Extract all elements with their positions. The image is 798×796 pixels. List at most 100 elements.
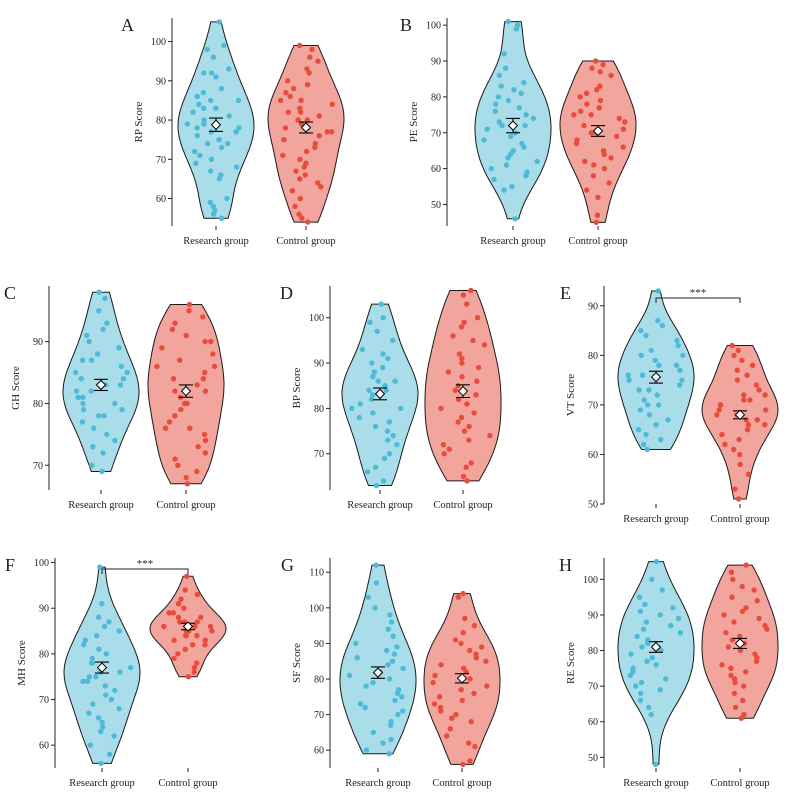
data-point bbox=[233, 164, 240, 170]
data-point bbox=[235, 97, 242, 104]
data-point bbox=[207, 199, 213, 206]
data-point bbox=[739, 583, 745, 590]
violin-control bbox=[701, 345, 779, 500]
data-point bbox=[296, 211, 302, 217]
data-point bbox=[753, 658, 760, 664]
y-tick-label: 70 bbox=[588, 400, 598, 411]
data-point bbox=[194, 632, 200, 639]
data-point bbox=[87, 742, 94, 748]
data-point bbox=[596, 105, 602, 111]
data-point bbox=[94, 632, 100, 639]
data-point bbox=[655, 318, 661, 324]
data-point bbox=[493, 101, 499, 107]
data-point bbox=[385, 437, 391, 443]
data-point bbox=[762, 422, 768, 428]
data-point bbox=[588, 112, 594, 118]
data-point bbox=[210, 351, 216, 357]
significance-bracket bbox=[655, 297, 741, 303]
data-point bbox=[226, 113, 232, 119]
data-point bbox=[204, 46, 210, 53]
data-point bbox=[96, 413, 102, 419]
y-tick-label: 70 bbox=[156, 155, 166, 166]
panel-letter: D bbox=[280, 283, 293, 303]
data-point bbox=[606, 180, 612, 186]
data-point bbox=[657, 687, 663, 693]
data-point bbox=[628, 651, 634, 657]
data-point bbox=[84, 332, 90, 339]
data-point bbox=[175, 651, 181, 657]
data-point bbox=[453, 711, 459, 718]
x-tick-label: Research group bbox=[345, 778, 411, 789]
data-point bbox=[508, 133, 514, 139]
data-point bbox=[646, 412, 653, 418]
data-point bbox=[744, 427, 751, 433]
data-point bbox=[183, 474, 189, 481]
data-point bbox=[187, 425, 193, 431]
data-point bbox=[390, 337, 396, 344]
data-point bbox=[200, 89, 207, 96]
data-point bbox=[362, 704, 368, 711]
y-tick-label: 80 bbox=[431, 92, 441, 103]
data-point bbox=[98, 728, 104, 735]
data-point bbox=[162, 425, 169, 431]
data-point bbox=[719, 431, 725, 438]
data-point bbox=[281, 137, 287, 143]
data-point bbox=[663, 676, 669, 682]
data-point bbox=[625, 372, 631, 378]
data-point bbox=[753, 382, 760, 388]
data-point bbox=[127, 664, 134, 671]
data-point bbox=[236, 125, 242, 131]
data-point bbox=[186, 308, 192, 314]
panel-h: H 50 60 70 80 90 100 RE Score Research group Cont… bbox=[559, 555, 779, 789]
data-point bbox=[483, 658, 489, 664]
data-point bbox=[484, 683, 490, 689]
data-point bbox=[676, 382, 683, 388]
data-point bbox=[505, 18, 511, 25]
mean-marker bbox=[456, 673, 468, 684]
data-point bbox=[608, 72, 614, 79]
data-point bbox=[487, 432, 493, 439]
mean-marker bbox=[650, 641, 662, 653]
data-point bbox=[639, 644, 645, 650]
data-point bbox=[584, 101, 590, 107]
panel-letter: A bbox=[121, 15, 134, 35]
data-point bbox=[640, 441, 647, 448]
data-point bbox=[96, 308, 102, 314]
data-point bbox=[226, 66, 232, 72]
data-point bbox=[620, 144, 626, 150]
data-point bbox=[297, 176, 303, 182]
data-point bbox=[722, 441, 728, 448]
data-point bbox=[460, 473, 467, 480]
data-point bbox=[116, 706, 122, 712]
data-point bbox=[659, 587, 665, 593]
data-point bbox=[88, 388, 94, 394]
data-point bbox=[653, 558, 660, 565]
data-point bbox=[221, 42, 227, 49]
data-point bbox=[386, 451, 393, 457]
y-tick-label: 70 bbox=[39, 695, 49, 706]
data-point bbox=[117, 669, 123, 675]
data-point bbox=[172, 456, 178, 462]
data-point bbox=[656, 362, 662, 368]
data-point bbox=[370, 679, 376, 686]
data-point bbox=[716, 407, 722, 413]
data-point bbox=[200, 314, 206, 320]
y-tick-label: 90 bbox=[39, 604, 49, 615]
data-point bbox=[208, 168, 214, 174]
data-point bbox=[213, 74, 219, 80]
data-point bbox=[675, 615, 682, 622]
data-point bbox=[172, 388, 178, 394]
data-point bbox=[80, 400, 86, 407]
data-point bbox=[197, 152, 203, 159]
data-point bbox=[170, 610, 176, 616]
data-point bbox=[202, 642, 208, 648]
data-point bbox=[93, 674, 99, 680]
data-point bbox=[502, 65, 509, 71]
data-point bbox=[643, 431, 649, 438]
data-point bbox=[372, 423, 379, 430]
data-point bbox=[370, 410, 376, 416]
data-point bbox=[464, 301, 470, 307]
data-point bbox=[100, 450, 106, 456]
data-point bbox=[101, 623, 108, 630]
